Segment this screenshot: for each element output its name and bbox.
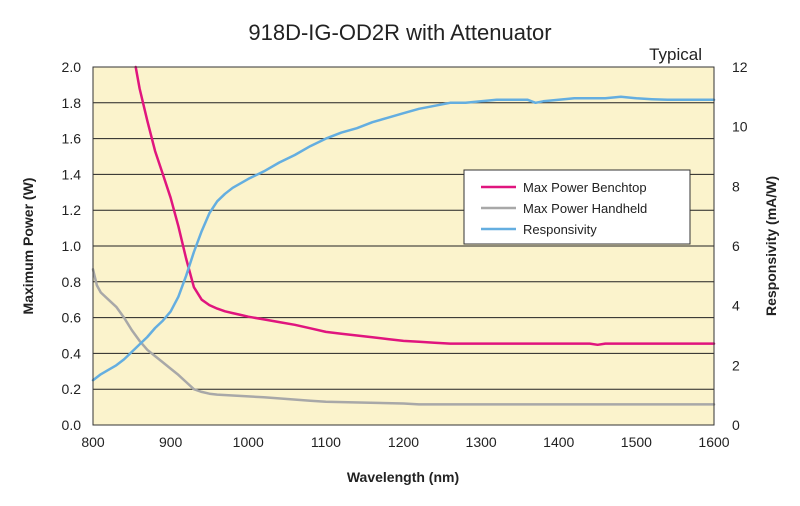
y-left-tick-label: 0.2: [62, 381, 82, 397]
x-tick-label: 1200: [388, 434, 419, 450]
legend-label-responsivity: Responsivity: [523, 222, 597, 237]
chart-title: 918D-IG-OD2R with Attenuator: [248, 20, 551, 45]
series-line-benchtop: [134, 65, 716, 347]
legend-label-benchtop: Max Power Benchtop: [523, 180, 647, 195]
y-left-tick-label: 0.6: [62, 310, 82, 326]
y-right-tick-label: 4: [732, 298, 740, 314]
y-right-axis-label: Responsivity (mA/W): [763, 176, 779, 316]
y-left-tick-label: 1.8: [62, 95, 82, 111]
series-line-responsivity: [91, 95, 716, 382]
y-right-tick-label: 8: [732, 178, 740, 194]
y-left-tick-label: 1.4: [62, 166, 82, 182]
y-left-tick-label: 1.6: [62, 131, 82, 147]
series-line-handheld: [91, 268, 716, 406]
legend-label-handheld: Max Power Handheld: [523, 201, 647, 216]
y-left-axis-label: Maximum Power (W): [20, 178, 36, 315]
y-right-tick-label: 10: [732, 119, 748, 135]
y-right-axis-ticks: 0 2 4 6 8 10 12: [732, 59, 748, 433]
x-tick-label: 1400: [543, 434, 574, 450]
y-left-tick-label: 1.0: [62, 238, 82, 254]
x-tick-label: 1500: [621, 434, 652, 450]
x-tick-label: 1000: [233, 434, 264, 450]
typical-note: Typical: [649, 45, 702, 64]
x-tick-label: 900: [159, 434, 183, 450]
y-left-tick-label: 2.0: [62, 59, 82, 75]
y-left-tick-label: 1.2: [62, 202, 82, 218]
y-left-tick-label: 0.4: [62, 345, 82, 361]
y-right-tick-label: 2: [732, 357, 740, 373]
y-left-tick-label: 0.0: [62, 417, 82, 433]
y-right-tick-label: 12: [732, 59, 748, 75]
y-left-tick-label: 0.8: [62, 274, 82, 290]
x-tick-label: 800: [81, 434, 105, 450]
x-tick-label: 1300: [466, 434, 497, 450]
x-axis-ticks: 800 900 1000 1100 1200 1300 1400 1500 1600: [81, 434, 729, 450]
x-tick-label: 1100: [311, 434, 341, 450]
x-tick-label: 1600: [698, 434, 729, 450]
plot-frame: [92, 66, 715, 426]
y-left-axis-ticks: 0.0 0.2 0.4 0.6 0.8 1.0 1.2 1.4 1.6 1.8 2.0: [62, 59, 82, 433]
y-right-tick-label: 0: [732, 417, 740, 433]
x-axis-label: Wavelength (nm): [347, 469, 459, 485]
legend: Max Power Benchtop Max Power Handheld Re…: [463, 169, 691, 245]
series-lines: [91, 65, 716, 406]
y-right-tick-label: 6: [732, 238, 740, 254]
